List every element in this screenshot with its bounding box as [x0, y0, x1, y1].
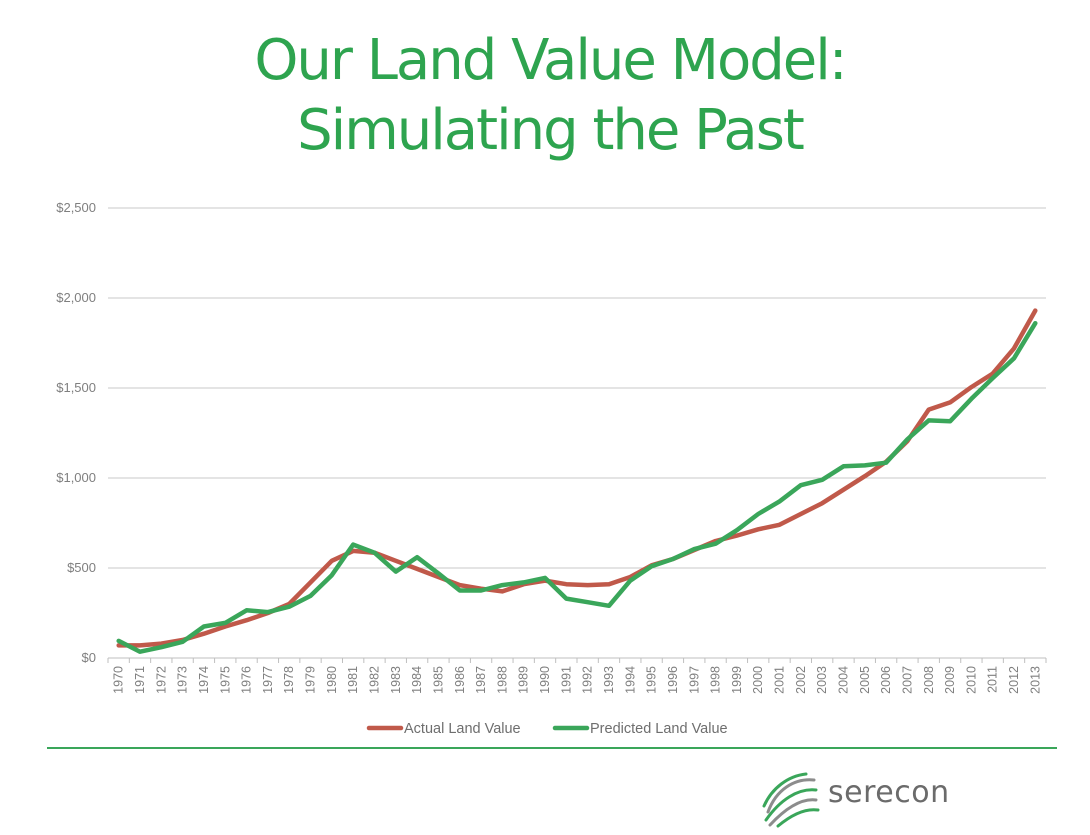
x-tick-label: 2008 — [922, 666, 936, 694]
y-tick-label: $2,500 — [56, 200, 96, 215]
x-tick-label: 1990 — [538, 666, 552, 694]
x-tick-label: 1980 — [325, 666, 339, 694]
x-tick-label: 1977 — [261, 666, 275, 694]
x-tick-label: 1998 — [709, 666, 723, 694]
x-tick-label: 1984 — [410, 666, 424, 694]
x-tick-label: 1988 — [495, 666, 509, 694]
y-tick-label: $500 — [67, 560, 96, 575]
title-line-2: Simulating the Past — [297, 98, 805, 163]
x-tick-label: 2013 — [1028, 666, 1042, 694]
x-tick-label: 2001 — [773, 666, 787, 694]
y-tick-label: $1,500 — [56, 380, 96, 395]
x-tick-label: 1997 — [687, 666, 701, 694]
x-tick-label: 1985 — [431, 666, 445, 694]
x-tick-label: 1972 — [154, 666, 168, 694]
x-tick-label: 1989 — [517, 666, 531, 694]
x-tick-label: 1974 — [197, 666, 211, 694]
x-tick-label: 2002 — [794, 666, 808, 694]
x-tick-label: 1986 — [453, 666, 467, 694]
footer-divider — [47, 747, 1057, 749]
x-tick-label: 1994 — [623, 666, 637, 694]
y-tick-label: $1,000 — [56, 470, 96, 485]
x-tick-label: 1982 — [367, 666, 381, 694]
x-tick-label: 1970 — [112, 666, 126, 694]
x-tick-label: 1987 — [474, 666, 488, 694]
x-tick-label: 1991 — [559, 666, 573, 694]
x-tick-label: 1983 — [389, 666, 403, 694]
x-tick-label: 1993 — [602, 666, 616, 694]
x-tick-label: 2006 — [879, 666, 893, 694]
logo-text: serecon — [828, 775, 950, 810]
x-tick-label: 1996 — [666, 666, 680, 694]
y-tick-label: $0 — [82, 650, 96, 665]
y-tick-label: $2,000 — [56, 290, 96, 305]
x-tick-label: 1981 — [346, 666, 360, 694]
x-tick-label: 2010 — [964, 666, 978, 694]
x-tick-label: 1999 — [730, 666, 744, 694]
x-tick-label: 1995 — [645, 666, 659, 694]
x-tick-label: 1979 — [304, 666, 318, 694]
x-tick-label: 1976 — [240, 666, 254, 694]
title-line-1: Our Land Value Model: — [254, 28, 847, 93]
x-tick-label: 1971 — [133, 666, 147, 694]
x-tick-label: 1975 — [218, 666, 232, 694]
x-tick-label: 2003 — [815, 666, 829, 694]
x-tick-label: 2005 — [858, 666, 872, 694]
series-line-predicted — [116, 320, 1038, 654]
x-tick-label: 2007 — [900, 666, 914, 694]
legend-label-predicted: Predicted Land Value — [590, 721, 728, 737]
x-tick-label: 1992 — [581, 666, 595, 694]
serecon-logo: serecon — [758, 770, 978, 830]
x-tick-label: 2004 — [836, 666, 850, 694]
x-tick-label: 1973 — [176, 666, 190, 694]
legend-label-actual: Actual Land Value — [404, 721, 521, 737]
x-tick-label: 1978 — [282, 666, 296, 694]
serecon-logo-icon — [762, 772, 820, 828]
x-tick-label: 2009 — [943, 666, 957, 694]
x-tick-label: 2011 — [986, 666, 1000, 693]
page-title: Our Land Value Model: Simulating the Pas… — [0, 26, 1090, 166]
x-tick-label: 2000 — [751, 666, 765, 694]
x-tick-label: 2012 — [1007, 666, 1021, 694]
